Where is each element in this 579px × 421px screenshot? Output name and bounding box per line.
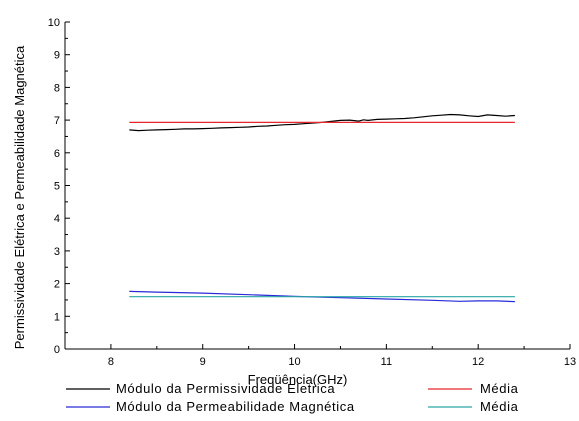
legend: Módulo da Permissividade Eletrica Média Mó… <box>66 381 519 414</box>
legend-item-2: Média <box>428 381 519 396</box>
legend-label: Módulo da Permeabilidade Magnética <box>116 399 355 414</box>
legend-item-1: Módulo da Permissividade Eletrica <box>66 381 335 396</box>
y-axis-label: Permissividade Elétrica e Permeabilidade… <box>12 45 27 349</box>
legend-label: Média <box>480 399 519 414</box>
y-tick-label: 4 <box>54 213 60 225</box>
y-tick-label: 8 <box>54 82 60 94</box>
legend-label: Média <box>480 381 519 396</box>
series-layer <box>129 113 515 303</box>
x-tick-label: 9 <box>200 356 206 368</box>
x-tick-label: 12 <box>472 356 484 368</box>
x-tick-label: 13 <box>564 356 576 368</box>
legend-label: Módulo da Permissividade Eletrica <box>116 381 335 396</box>
x-tick-label: 10 <box>288 356 300 368</box>
y-tick-label: 9 <box>54 50 60 62</box>
series-line-3 <box>129 290 515 303</box>
x-tick-label: 8 <box>108 356 114 368</box>
y-tick-label: 2 <box>54 279 60 291</box>
y-tick-label: 1 <box>54 311 60 323</box>
y-tick-label: 5 <box>54 181 60 193</box>
y-tick-label: 10 <box>48 17 60 29</box>
x-tick-label: 11 <box>381 356 392 368</box>
legend-item-4: Média <box>428 399 519 414</box>
y-ticks: 0 1 2 3 4 5 6 7 8 9 10 <box>48 17 70 356</box>
y-tick-label: 0 <box>54 344 60 356</box>
y-tick-label: 6 <box>54 148 60 160</box>
y-tick-label: 3 <box>54 246 60 258</box>
y-tick-label: 7 <box>54 115 60 127</box>
x-axis-label: Freqüência(GHz) <box>248 372 348 387</box>
x-ticks: 8 9 10 11 12 13 <box>64 344 576 368</box>
legend-item-3: Módulo da Permeabilidade Magnética <box>66 399 355 414</box>
